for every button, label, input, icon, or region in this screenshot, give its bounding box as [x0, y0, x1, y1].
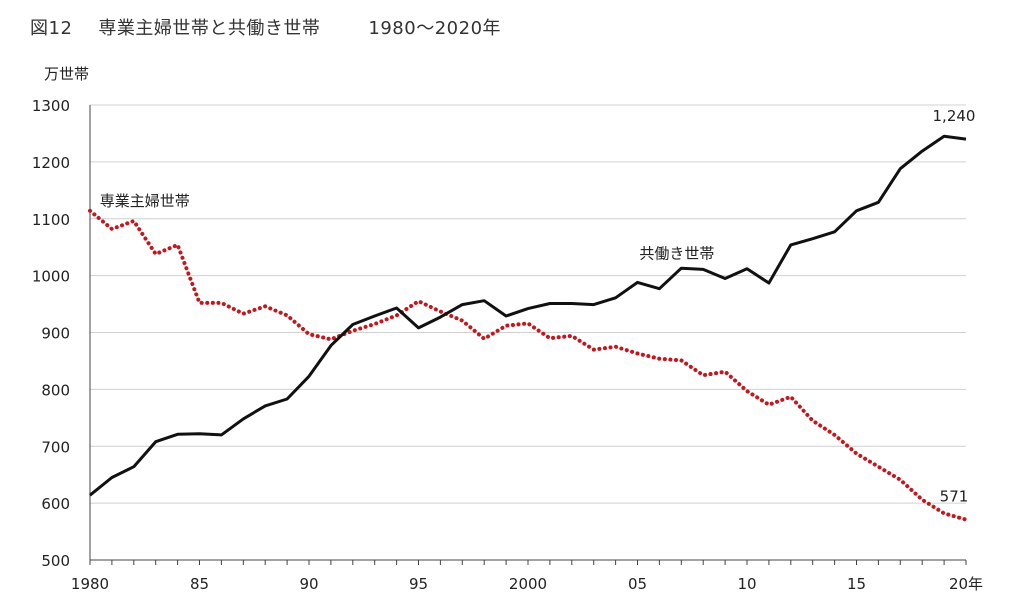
y-tick-label-1300: 1300 — [32, 97, 70, 115]
x-tick-label-05: 05 — [628, 575, 647, 593]
annotation-dual-income-end-value: 1,240 — [933, 107, 976, 125]
series-line-housewife — [88, 208, 968, 522]
chart-main-title: 専業主婦世帯と共働き世帯 — [98, 18, 321, 39]
x-tick-label-95: 95 — [409, 575, 428, 593]
series-label-housewife: 専業主婦世帯 — [100, 192, 190, 210]
y-tick-label-1100: 1100 — [32, 211, 70, 229]
series-lines — [88, 134, 968, 522]
x-tick-label-85: 85 — [190, 575, 209, 593]
y-tick-label-800: 800 — [41, 381, 70, 399]
x-tick-label-15: 15 — [847, 575, 866, 593]
annotation-housewife-end-value: 571 — [940, 488, 969, 506]
figure-number: 図12 — [30, 18, 73, 39]
y-tick-label-1000: 1000 — [32, 268, 70, 286]
chart-period: 1980～2020年 — [368, 18, 502, 39]
series-line-dual-income — [89, 134, 967, 497]
grid-lines — [90, 104, 966, 561]
x-tick-label-20年: 20年 — [949, 575, 983, 593]
chart-title: 図12 専業主婦世帯と共働き世帯 1980～2020年 — [30, 14, 501, 40]
y-tick-label-600: 600 — [41, 495, 70, 513]
x-tick-label-1980: 1980 — [71, 575, 109, 593]
y-tick-label-700: 700 — [41, 438, 70, 456]
x-tick-label-2000: 2000 — [509, 575, 547, 593]
axes: 500 600 700 800 900 1000 1100 1200 1300 1980 85 90 9… — [32, 97, 983, 593]
x-tick-label-10: 10 — [737, 575, 756, 593]
y-tick-label-1200: 1200 — [32, 154, 70, 172]
x-tick-label-90: 90 — [299, 575, 318, 593]
series-label-dual-income: 共働き世帯 — [639, 245, 714, 263]
y-axis-unit-label: 万世帯 — [44, 65, 90, 83]
y-tick-label-500: 500 — [41, 552, 70, 570]
y-tick-label-900: 900 — [41, 325, 70, 343]
